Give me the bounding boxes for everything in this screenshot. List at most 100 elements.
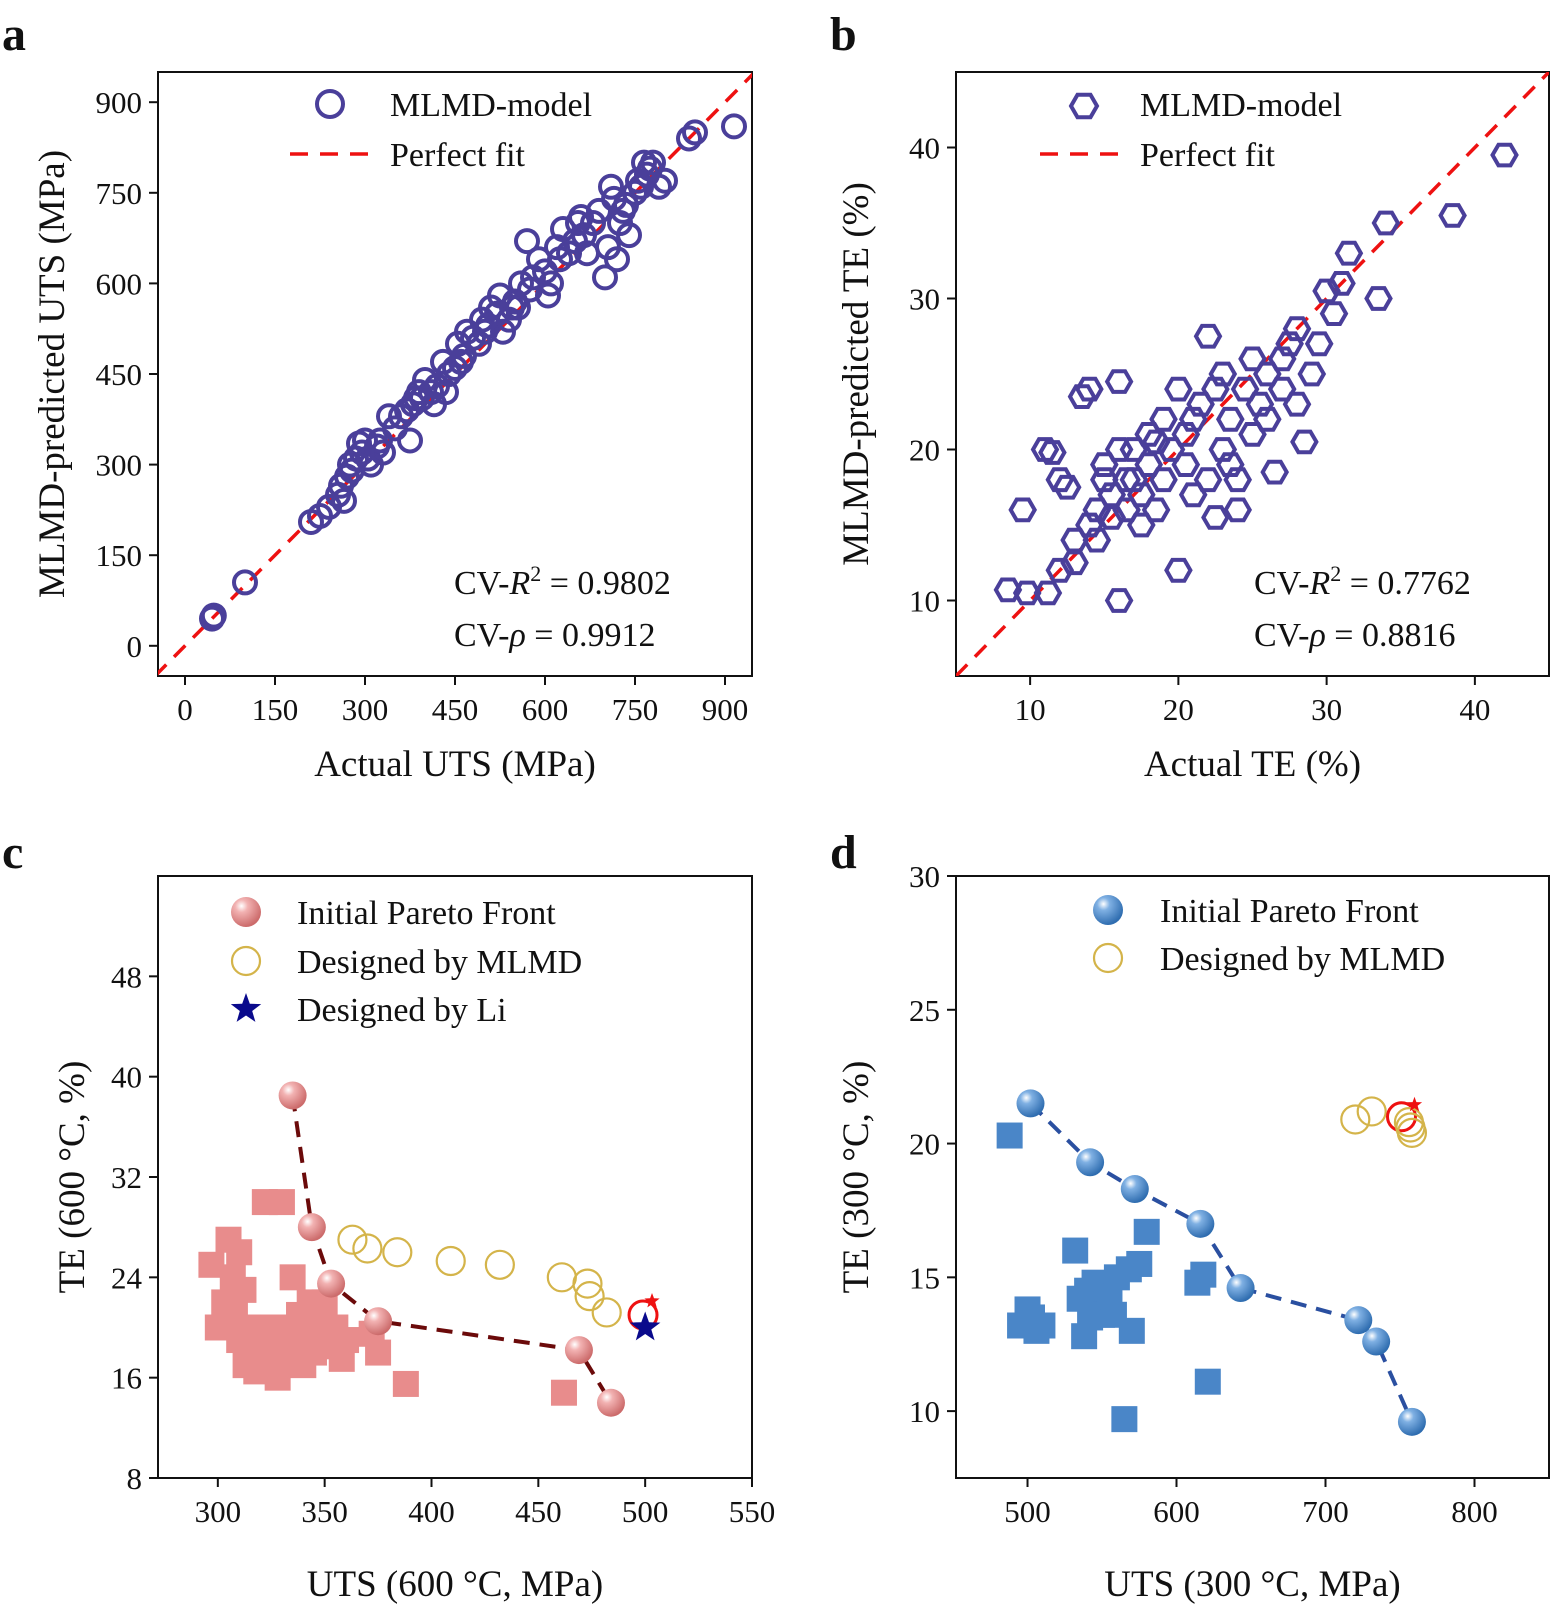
legend-label-perfect-fit: Perfect fit (390, 137, 526, 174)
cv-rho-text: CV-ρ = 0.8816 (1254, 617, 1455, 654)
y-axis-label: MLMD-predicted UTS (MPa) (32, 150, 73, 598)
x-tick-label: 900 (702, 692, 749, 727)
data-point (1208, 361, 1238, 387)
data-point (331, 487, 357, 514)
y-tick-label: 30 (909, 859, 940, 894)
data-point (397, 427, 423, 454)
dominated-alloy-square (333, 1327, 360, 1354)
data-point (1290, 429, 1319, 455)
y-tick-label: 48 (111, 959, 142, 994)
cv-r2-prefix: CV- (454, 565, 509, 602)
x-tick-label: 500 (1004, 1494, 1051, 1529)
y-tick-label: 300 (96, 448, 143, 483)
y-axis-label: TE (300 °C, %) (836, 1061, 877, 1294)
data-point (1260, 459, 1290, 485)
x-axis-label: Actual UTS (MPa) (314, 744, 596, 785)
data-point (1245, 391, 1275, 417)
data-point (598, 173, 624, 200)
cv-r2-value: = 0.7762 (1341, 565, 1471, 602)
dominated-alloy-square (1133, 1218, 1160, 1245)
x-tick-label: 20 (1163, 692, 1194, 727)
data-point (616, 222, 642, 249)
x-tick-label: 600 (1153, 1494, 1200, 1529)
data-point (505, 294, 531, 321)
data-point (1304, 331, 1334, 357)
x-tick-label: 150 (252, 692, 299, 727)
data-point (1104, 369, 1134, 394)
y-tick-label: 20 (909, 433, 940, 468)
mlmd-designed-point (1340, 1104, 1371, 1135)
y-tick-label: 40 (909, 131, 940, 166)
cv-r2-symbol: R (1308, 565, 1330, 602)
data-point (1171, 452, 1201, 477)
dominated-alloy-square (226, 1239, 253, 1266)
optimal-star-marker (1406, 1096, 1423, 1112)
optimal-mlmd-point (1385, 1101, 1417, 1133)
pareto-front-sphere (1344, 1306, 1373, 1335)
legend-marker-mlmd-model (1068, 92, 1100, 120)
pareto-front-sphere (1186, 1209, 1215, 1238)
y-tick-label: 450 (96, 357, 143, 392)
legend-marker-designed-li (230, 993, 262, 1022)
data-point (721, 113, 747, 140)
mlmd-designed-point (546, 1262, 577, 1293)
panel-d-pareto-300c-plot: 500 600 700 800 10 15 20 25 30 UTS (300 °C, MPa) T… (836, 859, 1550, 1605)
y-tick-label: 25 (909, 993, 940, 1028)
legend-marker-initial-pareto (231, 897, 261, 927)
data-point (1282, 316, 1312, 342)
data-point (1067, 384, 1097, 409)
x-axis-label: UTS (600 °C, MPa) (307, 1564, 603, 1605)
data-point (1164, 376, 1193, 402)
data-point (1193, 467, 1223, 493)
panel-letter-a: a (2, 8, 26, 61)
data-point (1075, 512, 1104, 538)
data-point (1045, 467, 1075, 493)
dominated-alloy-square (230, 1276, 257, 1303)
data-point (1215, 406, 1245, 432)
data-point (1178, 406, 1208, 432)
x-tick-label: 0 (177, 692, 193, 727)
x-tick-label: 300 (195, 1494, 242, 1529)
x-tick-label: 700 (1302, 1494, 1349, 1529)
pareto-front-sphere (297, 1213, 326, 1242)
data-point (1089, 467, 1119, 493)
legend-marker-initial-pareto (1093, 895, 1123, 925)
data-point (1252, 406, 1282, 432)
y-tick-label: 40 (111, 1060, 142, 1095)
y-tick-label: 10 (909, 584, 940, 619)
x-tick-label: 30 (1311, 692, 1342, 727)
data-point (1490, 142, 1519, 168)
dominated-alloy-square (365, 1339, 392, 1366)
legend-label-mlmd-model: MLMD-model (1140, 87, 1342, 124)
data-point (1282, 391, 1312, 417)
data-point (418, 379, 444, 406)
data-point (1075, 376, 1104, 402)
mlmd-designed-point (352, 1233, 383, 1264)
plot-area (996, 1089, 1428, 1436)
data-point (1030, 437, 1060, 462)
pareto-front-sphere (317, 1269, 346, 1298)
data-point (631, 149, 657, 176)
data-point (556, 240, 582, 267)
y-tick-label: 30 (909, 282, 940, 317)
data-point (1149, 406, 1178, 432)
data-point (580, 210, 606, 236)
x-axis-label: Actual TE (%) (1144, 744, 1361, 785)
data-point (1297, 361, 1327, 387)
data-point (1201, 376, 1230, 402)
pareto-front-sphere (1120, 1175, 1149, 1204)
data-point (538, 270, 564, 297)
y-tick-label: 150 (96, 538, 143, 573)
data-point (682, 119, 708, 146)
y-tick-label: 750 (96, 176, 143, 211)
data-point (1371, 210, 1401, 236)
data-point (1334, 240, 1364, 266)
data-point (1104, 437, 1134, 462)
cv-rho-symbol: ρ (1308, 617, 1325, 654)
mlmd-designed-point (337, 1224, 368, 1255)
dominated-alloy-square (1062, 1237, 1089, 1264)
pareto-front-sphere (1016, 1089, 1045, 1118)
y-tick-label: 8 (127, 1461, 143, 1496)
data-point (1438, 203, 1467, 228)
